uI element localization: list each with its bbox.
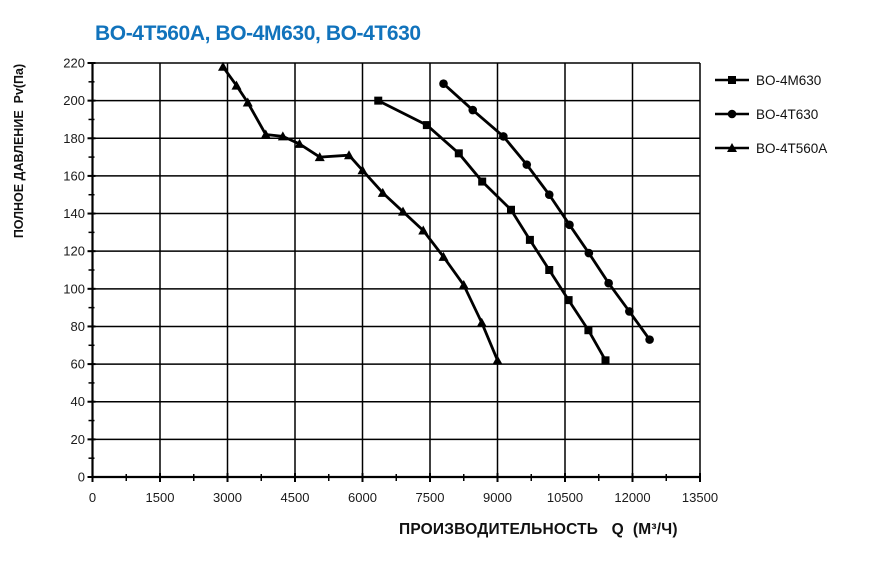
x-tick-label: 0 [89, 490, 96, 505]
chart-title: BO-4T560A, BO-4M630, BO-4T630 [95, 22, 421, 45]
y-tick-label: 200 [63, 93, 85, 108]
marker-triangle-bo-4t560a [476, 317, 487, 327]
legend: BO-4M630 BO-4T630 BO-4T560A [712, 63, 827, 165]
legend-marker-triangle-icon [715, 143, 749, 152]
marker-triangle-bo-4t560a [344, 150, 354, 160]
marker-circle-bo-4t630 [499, 132, 508, 141]
y-tick-label: 220 [63, 56, 85, 71]
series-line-bo-4t560a [221, 65, 499, 361]
marker-circle-bo-4t630 [439, 79, 448, 88]
marker-square-bo-4m630 [374, 96, 383, 105]
marker-circle-bo-4t630 [544, 190, 554, 200]
marker-square-bo-4m630 [545, 266, 554, 274]
legend-item-bo-4m630: BO-4M630 [712, 63, 827, 97]
y-tick-label: 120 [63, 244, 85, 259]
marker-triangle-bo-4t560a [418, 225, 429, 235]
y-tick-label: 60 [71, 357, 85, 372]
marker-triangle-bo-4t560a [231, 80, 242, 90]
marker-triangle-bo-4t560a [260, 129, 271, 139]
marker-circle-bo-4t630 [468, 105, 478, 115]
y-tick-label: 0 [78, 470, 85, 485]
x-tick-label: 10500 [547, 490, 583, 505]
marker-circle-bo-4t630 [625, 307, 634, 316]
marker-triangle-bo-4t560a [277, 131, 288, 141]
marker-circle-bo-4t630 [584, 248, 594, 258]
x-tick-label: 4500 [281, 490, 310, 505]
x-tick-label: 13500 [682, 490, 718, 505]
legend-label: BO-4T630 [756, 106, 819, 122]
marker-triangle-bo-4t560a [294, 138, 305, 148]
marker-square-bo-4m630 [564, 296, 573, 305]
marker-triangle-bo-4t560a [357, 165, 368, 175]
marker-triangle-bo-4t560a [242, 97, 253, 107]
marker-square-bo-4m630 [422, 121, 431, 130]
marker-triangle-bo-4t560a [314, 152, 325, 162]
marker-triangle-bo-4t560a [377, 187, 388, 197]
marker-square-bo-4m630 [584, 326, 593, 335]
marker-triangle-bo-4t560a [398, 206, 408, 216]
y-tick-label: 100 [63, 281, 85, 296]
marker-square-bo-4m630 [525, 235, 534, 244]
x-tick-label: 3000 [213, 490, 242, 505]
series-line-bo-4m630 [377, 99, 607, 362]
y-tick-label: 40 [71, 394, 85, 409]
marker-square-bo-4m630 [507, 205, 515, 214]
marker-triangle-bo-4t560a [492, 355, 503, 365]
marker-square-bo-4m630 [454, 149, 463, 158]
x-axis-title: ПРОИЗВОДИТЕЛЬНОСТЬ Q (М³/Ч) [399, 521, 678, 538]
y-tick-label: 20 [71, 432, 85, 447]
legend-marker-square-icon [715, 76, 749, 84]
legend-item-bo-4t560a: BO-4T560A [712, 131, 827, 165]
y-tick-label: 160 [63, 168, 85, 183]
marker-circle-bo-4t630 [604, 278, 613, 288]
series-line-bo-4t630 [442, 82, 651, 341]
marker-triangle-bo-4t560a [218, 61, 228, 71]
x-tick-label: 1500 [146, 490, 175, 505]
marker-triangle-bo-4t560a [458, 280, 469, 290]
x-tick-label: 7500 [416, 490, 445, 505]
marker-circle-bo-4t630 [565, 220, 574, 230]
x-tick-label: 6000 [348, 490, 377, 505]
y-tick-label: 140 [63, 206, 85, 221]
y-tick-label: 80 [71, 319, 85, 334]
x-tick-label: 9000 [483, 490, 512, 505]
marker-square-bo-4m630 [478, 177, 487, 186]
marker-circle-bo-4t630 [645, 335, 654, 344]
marker-triangle-bo-4t560a [438, 251, 449, 261]
legend-marker-circle-icon [715, 109, 749, 119]
legend-label: BO-4M630 [756, 72, 822, 88]
legend-label: BO-4T560A [756, 140, 828, 156]
legend-item-bo-4t630: BO-4T630 [712, 97, 827, 131]
y-tick-label: 180 [63, 131, 85, 146]
x-tick-label: 12000 [614, 490, 650, 505]
marker-square-bo-4m630 [601, 356, 610, 365]
marker-circle-bo-4t630 [522, 160, 532, 169]
